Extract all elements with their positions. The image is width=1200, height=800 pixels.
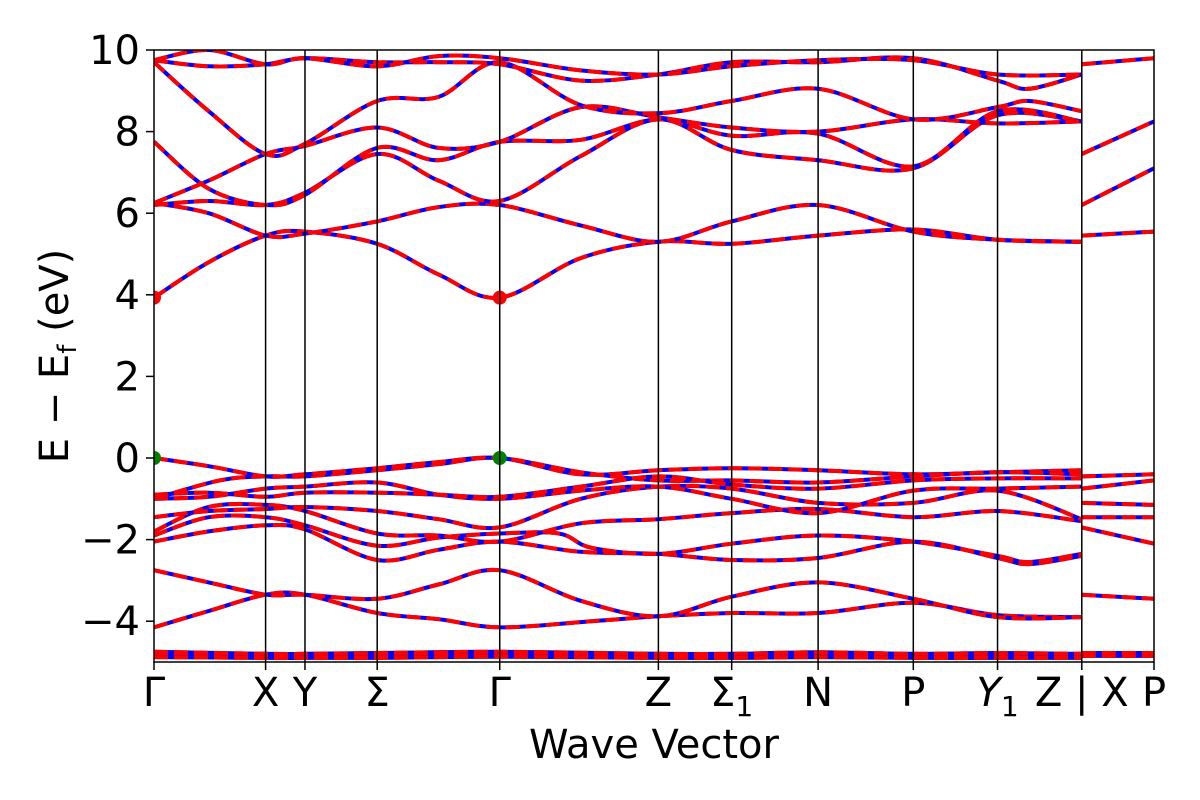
x-tick-label: Z | X [1035,670,1129,716]
x-tick-label: P [901,670,925,716]
x-tick-label-main: Y [292,670,318,716]
x-tick-label-main: Γ [143,670,166,716]
y-tick-label: 6 [115,191,140,237]
y-tick-label: 8 [115,110,140,156]
y-tick-label: −4 [81,599,140,645]
x-tick-label-sub: 1 [1001,690,1019,723]
band-line-red-31 [1080,119,1154,156]
x-tick-label: Σ [365,670,390,716]
y-axis-label-sub: f [53,344,83,354]
x-tick-label-main: X [252,670,279,716]
y-tick-label: 2 [115,354,140,400]
x-tick-label-main: Σ [710,670,735,716]
band-line-red-20 [1081,525,1154,546]
x-tick-label-main: Z [645,670,672,716]
band-line-red-1 [154,654,1082,661]
y-axis-label-unit-text: (eV) [32,249,78,332]
band-line-red-18 [1081,500,1154,507]
high-symmetry-lines [264,50,1083,662]
band-line-red-23 [1081,229,1154,238]
band-line-red-7 [1081,592,1154,601]
vbm-marker [154,451,161,465]
band-line-blue-24 [154,110,1083,208]
x-tick-label-main: N [803,670,833,716]
x-tick-label: X [252,670,279,716]
band-line-red-2 [154,649,1082,657]
y-axis-label: E − Ef (eV) [32,249,83,464]
y-tick-label: 10 [89,28,140,74]
plot-frame [153,49,1155,663]
band-line-red-25 [154,107,1083,208]
x-tick-label-main: Γ [489,670,512,716]
x-tick-label-main: P [901,670,925,716]
y-tick-label: 4 [115,273,140,319]
band-line-red-32 [1081,56,1154,67]
x-tick-label-main: Σ [365,670,390,716]
band-line-red-27 [154,60,1083,158]
band-line-red-24 [154,110,1083,208]
x-tick-label-main: P [1142,670,1166,716]
x-tick-label: Σ1 [710,670,753,723]
band-line-red-6 [154,567,1082,621]
band-line-blue-25 [154,107,1083,208]
band-line-red-16 [1081,472,1154,479]
x-tick-label: Y1 [976,670,1018,723]
x-tick-label-sub: 1 [735,690,753,723]
x-tick-label: Γ [143,670,166,716]
x-tick-label: Γ [489,670,512,716]
y-tick-label: −2 [81,518,140,564]
band-line-red-30 [1080,166,1154,207]
cbm-marker [154,290,161,305]
x-axis-label: Wave Vector [529,722,780,768]
band-line-blue-21 [154,227,1082,300]
x-tick-label: P [1142,670,1166,716]
y-axis-label-unit [32,332,78,345]
y-tick-label: 0 [115,436,140,482]
plot-area [154,50,1154,661]
x-tick-label: N [803,670,833,716]
x-tick-label-main: Y [976,670,1004,716]
band-line-red-9 [154,513,1083,565]
band-line-red-17 [1081,478,1154,491]
band-line-red-21 [154,227,1082,300]
y-axis-label-main: E − E [32,354,78,464]
y-axis-ticks: −4 −2 0 2 4 6 8 10 [81,28,154,645]
x-tick-label: Y [292,670,318,716]
x-tick-label: Z [645,670,672,716]
